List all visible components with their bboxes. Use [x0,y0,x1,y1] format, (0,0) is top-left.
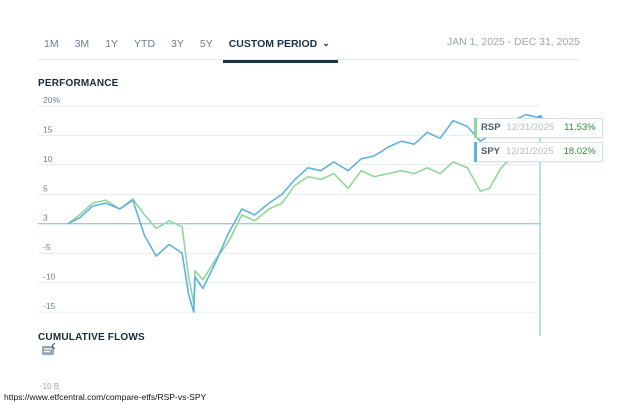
tab-ytd[interactable]: YTD [134,38,156,50]
tooltip-rsp: RSP 12/31/2025 11.53% [474,118,603,138]
tooltip-spy-value: 18.02% [563,146,596,157]
y-tick-label: 15 [43,124,53,134]
tooltip-spy-date: 12/31/2025 [506,146,554,157]
tabs-divider [38,59,579,60]
y-tick-label: 3 [43,213,48,223]
tooltip-rsp-value: 11.53% [564,122,596,133]
tooltip-spy-swatch [474,142,477,162]
series-line-spy[interactable] [67,113,541,313]
period-tabs: 1M 3M 1Y YTD 3Y 5Y CUSTOM PERIOD ⌄ [38,36,342,63]
y-tick-label: 10 [43,154,53,164]
active-tab-indicator [222,60,338,63]
tooltip-spy-ticker: SPY [481,146,501,157]
tab-1m[interactable]: 1M [44,38,59,50]
tooltip-rsp-swatch [474,118,477,138]
cumulative-flows-title: CUMULATIVE FLOWS [38,332,145,343]
tooltip-rsp-date: 12/31/2025 [506,122,555,133]
footer-url[interactable]: https://www.etfcentral.com/compare-etfs/… [4,392,207,402]
y-tick-label: 5 [43,183,48,193]
y-tick-label: -5 [43,242,51,252]
tooltip-rsp-ticker: RSP [481,122,501,133]
y-tick-label: -10 [43,272,56,282]
tab-5y[interactable]: 5Y [199,38,213,50]
tab-custom-period[interactable]: CUSTOM PERIOD ⌄ [222,36,338,63]
comment-icon[interactable] [41,343,55,355]
tab-3y[interactable]: 3Y [171,38,184,50]
flows-axis-label: -10 B [40,382,60,391]
y-tick-label: 20% [43,95,60,105]
chevron-down-icon: ⌄ [322,38,330,48]
date-range[interactable]: JAN 1, 2025 - DEC 31, 2025 [446,36,580,48]
tooltip-spy: SPY 12/31/2025 18.02% [474,142,603,162]
tab-3m[interactable]: 3M [74,38,90,50]
series-line-rsp[interactable] [67,149,541,305]
y-tick-label: -15 [43,301,56,311]
performance-title: PERFORMANCE [38,78,119,89]
tab-1y[interactable]: 1Y [105,38,119,50]
tab-label: CUSTOM PERIOD [228,38,318,50]
